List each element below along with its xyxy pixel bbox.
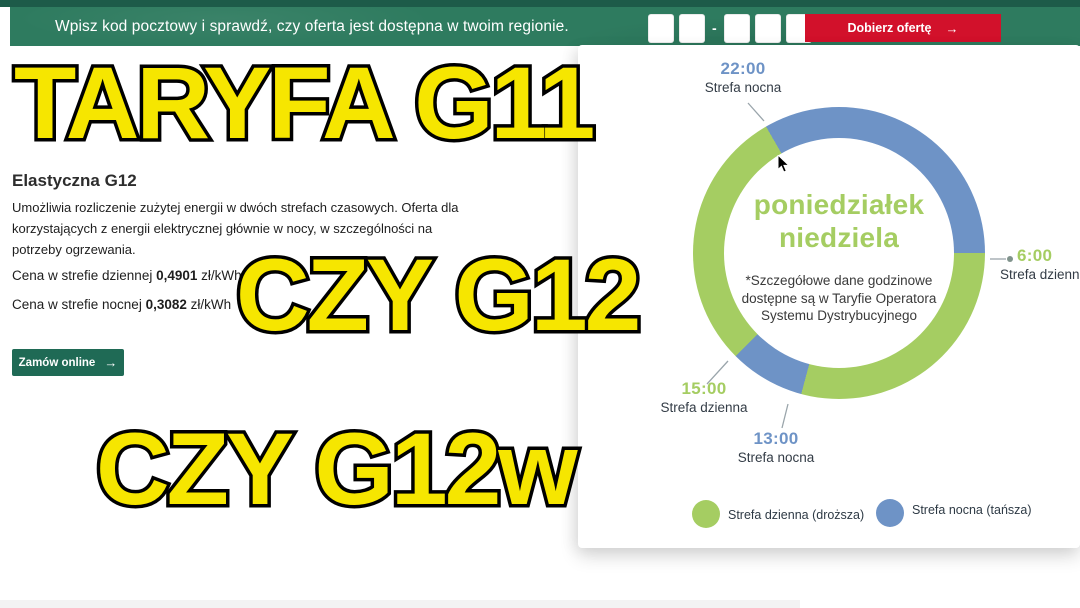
bottom-section-edge [0, 600, 800, 608]
price-night-line: Cena w strefie nocnej 0,3082 zł/kWh [12, 297, 231, 312]
callout-15-00-time: 15:00 [681, 379, 727, 398]
callout-22-00: 22:00 Strefa nocna [693, 59, 793, 95]
legend-item-day: Strefa dzienna (droższa) [692, 500, 864, 528]
price-day-unit: zł/kWh [201, 268, 242, 283]
callout-22-00-zone: Strefa nocna [704, 80, 782, 95]
order-online-label: Zamów online [18, 356, 96, 369]
legend-label-night: Strefa nocna (tańsza) [912, 503, 1032, 517]
callout-15-00: 15:00 Strefa dzienna [654, 379, 754, 415]
callout-13-00: 13:00 Strefa nocna [726, 429, 826, 465]
order-online-button[interactable]: Zamów online → [12, 349, 124, 376]
find-offer-button[interactable]: Dobierz ofertę → [805, 14, 1001, 42]
callout-22-00-time: 22:00 [720, 59, 766, 78]
donut-days-line2: niedziela [778, 222, 900, 254]
callout-13-00-time: 13:00 [753, 429, 799, 448]
postal-digit-input-3[interactable] [723, 14, 750, 43]
postal-code-inputs: - [648, 14, 812, 43]
price-day-line: Cena w strefie dziennej 0,4901 zł/kWh [12, 268, 242, 283]
donut-ring [693, 107, 985, 399]
callout-15-00-zone: Strefa dzienna [660, 400, 748, 415]
price-night-unit: zł/kWh [190, 297, 232, 312]
donut-days-range: poniedziałek niedziela [723, 188, 955, 254]
legend-swatch-night [876, 499, 904, 527]
callout-13-00-zone: Strefa nocna [737, 450, 815, 465]
postal-digit-input-4[interactable] [754, 14, 781, 43]
callout-6-00-time: 6:00 [1017, 246, 1053, 265]
price-day-value: 0,4901 [156, 268, 198, 283]
donut-hole [724, 138, 954, 368]
postal-digit-input-1[interactable] [648, 14, 674, 43]
donut-days-line1: poniedziałek [753, 189, 925, 220]
arrow-right-icon: → [945, 20, 959, 36]
postal-check-message: Wpisz kod pocztowy i sprawdź, czy oferta… [55, 17, 569, 35]
callout-6-00-zone: Strefa dzienna [1000, 267, 1080, 282]
postal-digit-input-2[interactable] [679, 14, 705, 43]
offer-title: Elastyczna G12 [12, 171, 137, 190]
offer-description: Umożliwia rozliczenie zużytej energii w … [12, 200, 459, 257]
donut-center-text: poniedziałek niedziela *Szczegółowe dane… [723, 188, 955, 325]
donut-footnote: *Szczegółowe dane godzinowe dostępne są … [741, 273, 937, 324]
overlay-caption-taryfa-g11: TARYFA G11 [10, 46, 598, 160]
postal-separator: - [712, 20, 717, 36]
top-strip [0, 0, 1080, 7]
legend-swatch-day [692, 500, 720, 528]
callout-6-00: 6:00 Strefa dzienna [1000, 246, 1080, 282]
price-night-value: 0,3082 [145, 297, 187, 312]
legend-item-night: Strefa nocna (tańsza) [876, 499, 1032, 527]
arrow-right-icon: → [104, 355, 118, 370]
legend-label-day: Strefa dzienna (droższa) [728, 508, 865, 522]
price-night-label: Cena w strefie nocnej [12, 297, 142, 312]
overlay-caption-czy-g12w: CZY G12w [93, 412, 582, 526]
price-day-label: Cena w strefie dziennej [12, 268, 153, 283]
find-offer-label: Dobierz ofertę [847, 21, 932, 35]
